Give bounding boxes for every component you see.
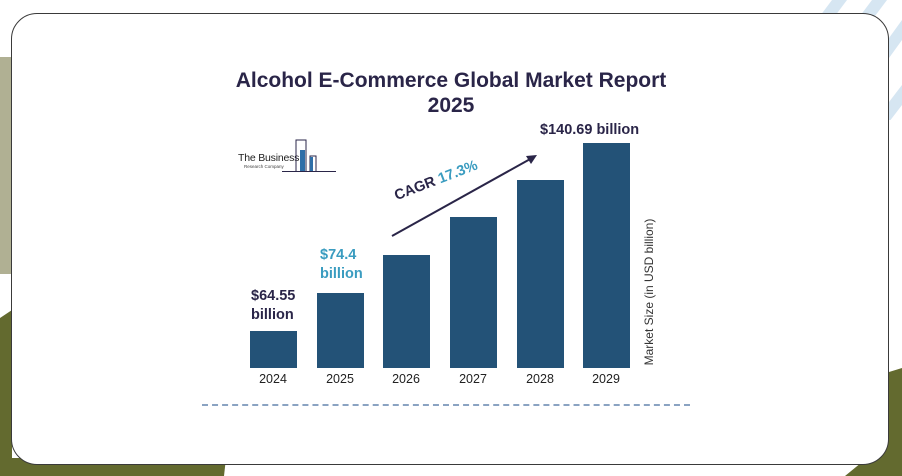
value-2024-amount: $64.55 xyxy=(251,288,296,304)
bar-2027 xyxy=(450,217,497,368)
x-tick-2029: 2029 xyxy=(592,372,620,386)
logo-sub: Research Company xyxy=(244,164,284,169)
x-tick-2028: 2028 xyxy=(526,372,554,386)
value-label-2025: $74.4 billion xyxy=(320,246,363,284)
bar-2028 xyxy=(517,180,564,368)
logo-name: The Business xyxy=(238,152,300,164)
bar-2026 xyxy=(383,255,430,368)
x-tick-2025: 2025 xyxy=(326,372,354,386)
building-logo-icon xyxy=(282,139,336,172)
bar-2025 xyxy=(317,293,364,368)
value-label-2024: $64.55 billion xyxy=(251,287,295,325)
title-line-2: 2025 xyxy=(427,94,475,117)
bar-2029 xyxy=(583,143,630,368)
company-logo: The Business Research Company xyxy=(238,138,338,172)
x-tick-2026: 2026 xyxy=(392,372,420,386)
dashed-divider xyxy=(202,404,690,406)
value-2025-amount: $74.4 xyxy=(320,247,357,263)
value-2025-unit: billion xyxy=(320,266,363,282)
chart-title: Alcohol E-Commerce Global Market Report … xyxy=(0,68,902,118)
title-line-1: Alcohol E-Commerce Global Market Report xyxy=(235,69,667,92)
value-label-2029: $140.69 billion xyxy=(540,122,640,138)
y-axis-label: Market Size (in USD billion) xyxy=(642,218,656,366)
bar-2024 xyxy=(250,331,297,368)
x-tick-2027: 2027 xyxy=(459,372,487,386)
x-tick-2024: 2024 xyxy=(259,372,287,386)
value-2024-unit: billion xyxy=(251,307,294,323)
sage-background-shape xyxy=(0,57,12,274)
